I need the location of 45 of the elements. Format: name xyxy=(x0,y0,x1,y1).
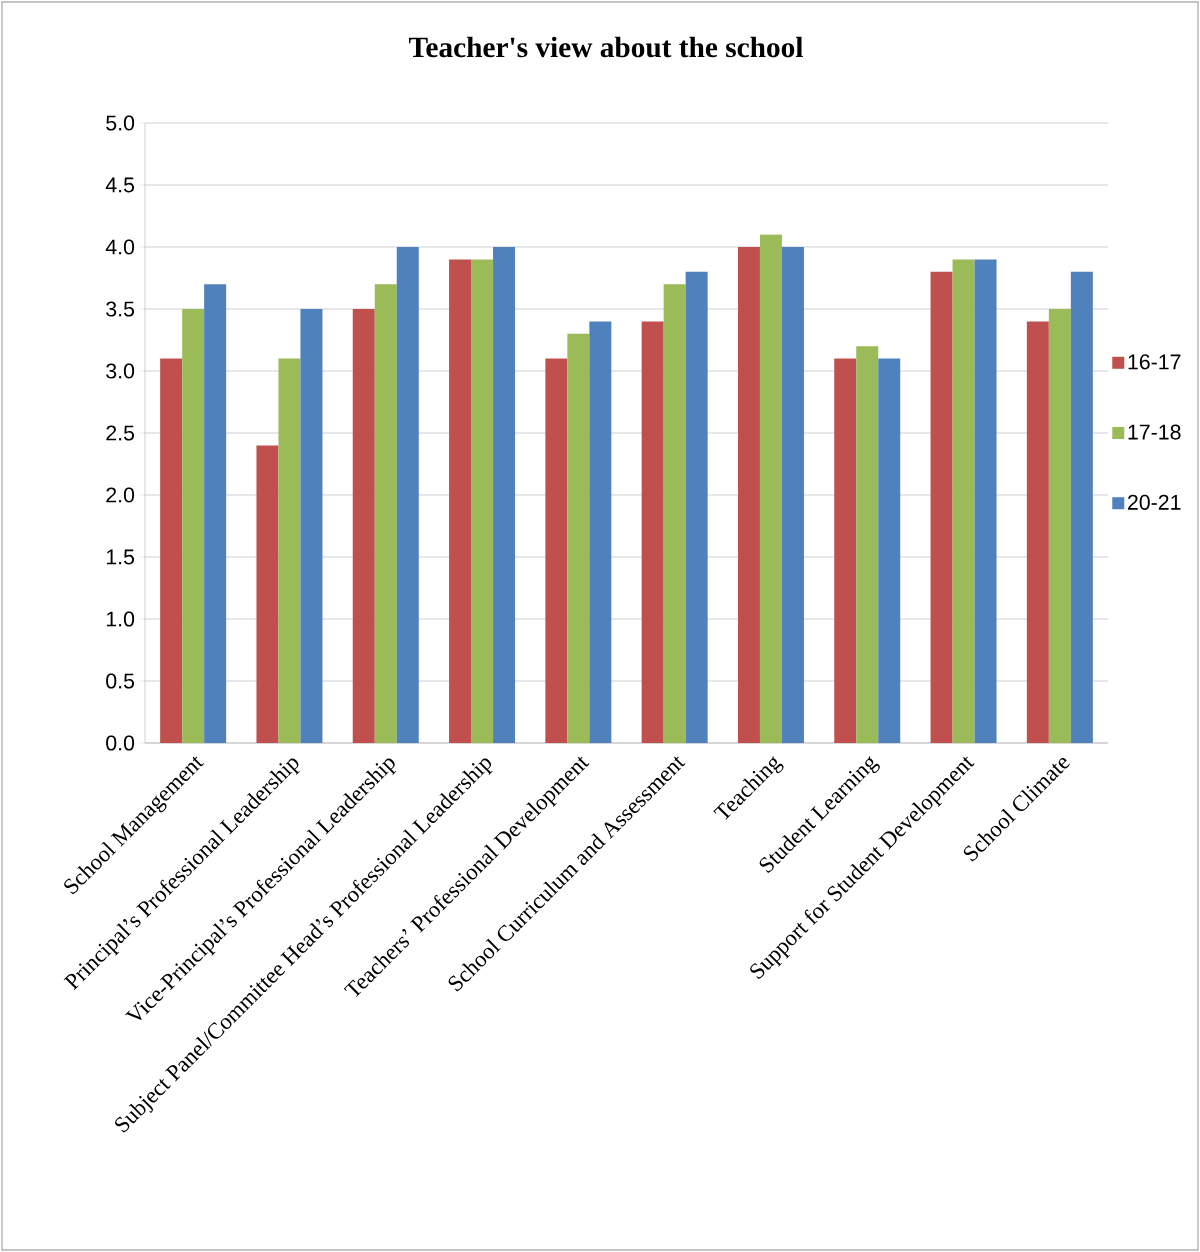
y-tick-label: 0.5 xyxy=(106,673,135,689)
y-tick-label: 5.0 xyxy=(106,115,135,131)
bar xyxy=(663,284,686,743)
bar xyxy=(493,247,516,743)
legend-label: 17-18 xyxy=(1128,424,1181,440)
y-tick-label: 2.5 xyxy=(106,425,135,441)
bar xyxy=(567,333,590,743)
bar xyxy=(545,358,568,743)
bar xyxy=(589,321,612,743)
bar xyxy=(834,358,857,743)
y-tick-label: 0.0 xyxy=(106,735,135,751)
bar xyxy=(856,346,879,743)
bar xyxy=(182,309,205,743)
bar xyxy=(204,284,227,743)
bar xyxy=(471,259,494,743)
bar xyxy=(930,271,953,743)
bar xyxy=(1070,271,1093,743)
bar xyxy=(1026,321,1049,743)
bar xyxy=(256,445,279,743)
bar xyxy=(974,259,997,743)
bar xyxy=(641,321,664,743)
bar xyxy=(1048,309,1071,743)
bar xyxy=(374,284,397,743)
bar xyxy=(300,309,323,743)
y-tick-label: 3.5 xyxy=(106,301,135,317)
bar xyxy=(396,247,419,743)
legend-label: 16-17 xyxy=(1128,354,1181,370)
bar xyxy=(278,358,301,743)
bar xyxy=(352,309,375,743)
y-tick-label: 4.0 xyxy=(105,239,135,255)
bar xyxy=(781,247,804,743)
bar xyxy=(952,259,975,743)
bar xyxy=(759,234,782,743)
y-tick-label: 1.5 xyxy=(106,549,135,565)
legend-label: 20-21 xyxy=(1128,494,1181,510)
chart-title: Teacher's view about the school xyxy=(409,36,803,58)
bar xyxy=(685,271,708,743)
bar xyxy=(449,259,472,743)
bar xyxy=(737,247,760,743)
y-tick-label: 3.0 xyxy=(106,363,135,379)
y-tick-label: 2.0 xyxy=(106,487,135,503)
bar xyxy=(160,358,183,743)
bar xyxy=(878,358,901,743)
y-tick-label: 4.5 xyxy=(105,177,135,193)
y-tick-label: 1.0 xyxy=(106,611,135,627)
